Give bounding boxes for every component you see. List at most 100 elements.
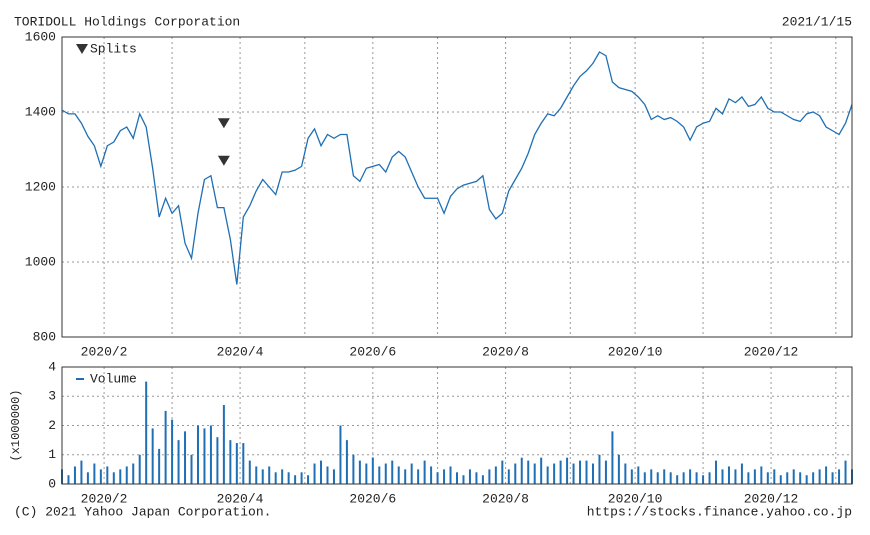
volume-bar — [456, 472, 458, 484]
source-url: https://stocks.finance.yahoo.co.jp — [587, 504, 852, 519]
volume-bar — [235, 443, 238, 484]
y-tick-label: 1600 — [25, 29, 56, 44]
volume-bar — [216, 437, 219, 484]
volume-bar — [320, 460, 323, 484]
volume-bar — [630, 469, 633, 484]
volume-bar — [779, 475, 782, 484]
volume-bar — [391, 460, 394, 484]
volume-bar — [663, 469, 666, 484]
volume-bar — [397, 466, 400, 484]
volume-bar — [209, 425, 212, 484]
volume-bar — [708, 472, 711, 484]
volume-bar — [669, 472, 672, 484]
volume-bar — [307, 475, 310, 484]
volume-bar — [689, 469, 692, 484]
volume-bar — [462, 475, 465, 484]
volume-bar — [449, 466, 452, 484]
volume-bar — [158, 448, 161, 484]
volume-bar — [99, 469, 102, 484]
volume-bar — [73, 466, 76, 484]
y-tick-label: 1000 — [25, 254, 56, 269]
x-tick-label: 2020/6 — [349, 344, 396, 359]
volume-bar — [527, 460, 530, 484]
volume-bar — [371, 457, 374, 484]
volume-bar — [203, 428, 206, 484]
volume-bar — [481, 475, 484, 484]
volume-bar — [695, 472, 698, 484]
volume-bar — [637, 466, 640, 484]
split-marker — [217, 118, 230, 129]
volume-bar — [358, 460, 361, 484]
volume-bar — [274, 472, 277, 484]
volume-bar — [112, 472, 115, 484]
volume-bar — [268, 466, 271, 484]
volume-bar — [591, 463, 594, 484]
volume-bar — [721, 469, 724, 484]
volume-bar — [604, 460, 607, 484]
y-tick-label: 0 — [48, 476, 56, 491]
volume-bar — [365, 463, 368, 484]
volume-bar — [229, 440, 232, 484]
volume-bar — [132, 463, 135, 484]
volume-bar — [67, 475, 70, 484]
volume-bar — [520, 457, 523, 484]
volume-bar — [488, 469, 491, 484]
volume-bar — [799, 472, 802, 484]
volume-bar — [196, 425, 199, 484]
y-tick-label: 1200 — [25, 179, 56, 194]
y-tick-label: 800 — [33, 329, 56, 344]
volume-bar — [682, 472, 685, 484]
volume-bar — [585, 460, 588, 484]
y-tick-label: 1 — [48, 447, 56, 462]
y-tick-label: 1400 — [25, 104, 56, 119]
volume-bar — [423, 460, 426, 484]
volume-bar — [624, 463, 627, 484]
volume-bar — [715, 460, 718, 484]
legend-marker — [76, 44, 88, 54]
copyright: (C) 2021 Yahoo Japan Corporation. — [14, 504, 271, 519]
volume-bar — [617, 454, 620, 484]
x-tick-label: 2020/12 — [744, 344, 799, 359]
volume-bar — [838, 469, 841, 484]
volume-bar — [702, 475, 705, 484]
volume-bar — [294, 475, 297, 484]
volume-bar — [287, 472, 290, 484]
company-title: TORIDOLL Holdings Corporation — [14, 14, 240, 29]
volume-bar — [184, 431, 187, 484]
x-tick-label: 2020/4 — [217, 344, 264, 359]
volume-bar — [248, 460, 251, 484]
volume-bar — [786, 472, 789, 484]
volume-bar — [579, 460, 582, 484]
price-line — [61, 51, 853, 285]
volume-bar — [766, 472, 769, 484]
volume-bar — [514, 463, 517, 484]
volume-bar — [242, 443, 245, 484]
volume-bar — [468, 469, 471, 484]
volume-bar — [734, 469, 737, 484]
y-axis-label: (x1000000) — [9, 389, 23, 461]
volume-bar — [566, 457, 569, 484]
volume-bar — [727, 466, 730, 484]
volume-bar — [760, 466, 763, 484]
volume-bar — [339, 425, 342, 484]
legend-label: Volume — [90, 371, 137, 386]
volume-bar — [332, 469, 335, 484]
volume-bar — [378, 466, 381, 484]
volume-bar — [352, 454, 355, 484]
volume-bar — [818, 469, 821, 484]
plot-frame — [61, 366, 853, 485]
volume-bar — [553, 463, 556, 484]
volume-bar — [475, 472, 478, 484]
x-tick-label: 2020/10 — [608, 491, 663, 506]
volume-bar — [345, 440, 348, 484]
volume-bar — [676, 475, 679, 484]
volume-bar — [831, 472, 834, 484]
volume-bar — [546, 466, 549, 484]
volume-bar — [812, 472, 815, 484]
x-tick-label: 2020/2 — [81, 344, 128, 359]
volume-bar — [86, 472, 89, 484]
volume-bar — [507, 469, 510, 484]
volume-bar — [125, 466, 128, 484]
volume-bar — [436, 472, 439, 484]
